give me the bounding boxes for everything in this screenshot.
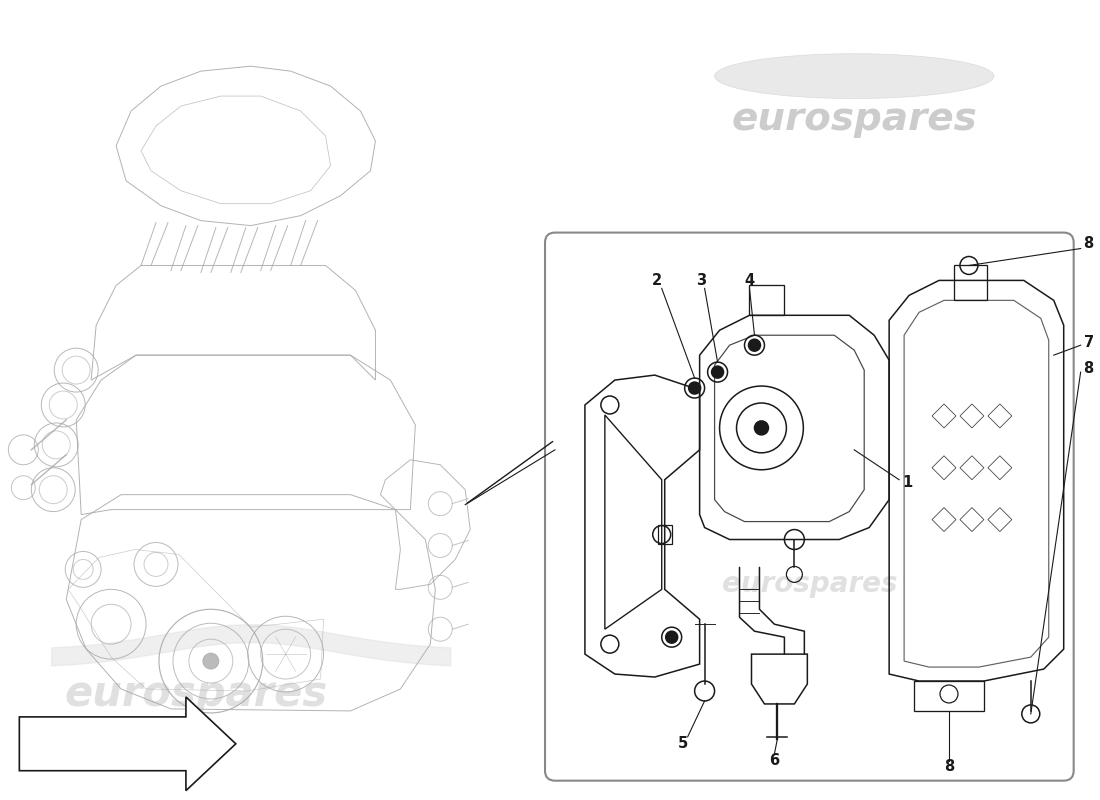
- Circle shape: [689, 382, 701, 394]
- Polygon shape: [20, 697, 235, 790]
- Text: 8: 8: [1084, 236, 1093, 251]
- Circle shape: [712, 366, 724, 378]
- Text: eurospares: eurospares: [722, 570, 898, 598]
- Circle shape: [755, 421, 769, 435]
- Text: eurospares: eurospares: [732, 100, 977, 138]
- Text: 8: 8: [944, 759, 954, 774]
- Text: 2: 2: [651, 273, 662, 288]
- Circle shape: [666, 631, 678, 643]
- Circle shape: [202, 653, 219, 669]
- Text: 5: 5: [678, 736, 688, 751]
- Text: 7: 7: [1084, 334, 1093, 350]
- Text: eurospares: eurospares: [64, 673, 328, 715]
- Text: 3: 3: [696, 273, 706, 288]
- Ellipse shape: [715, 54, 994, 98]
- Circle shape: [748, 339, 760, 351]
- Text: 1: 1: [902, 475, 912, 490]
- Text: 4: 4: [745, 273, 755, 288]
- FancyBboxPatch shape: [544, 233, 1074, 781]
- Text: 6: 6: [769, 754, 780, 768]
- Text: 8: 8: [1084, 361, 1093, 376]
